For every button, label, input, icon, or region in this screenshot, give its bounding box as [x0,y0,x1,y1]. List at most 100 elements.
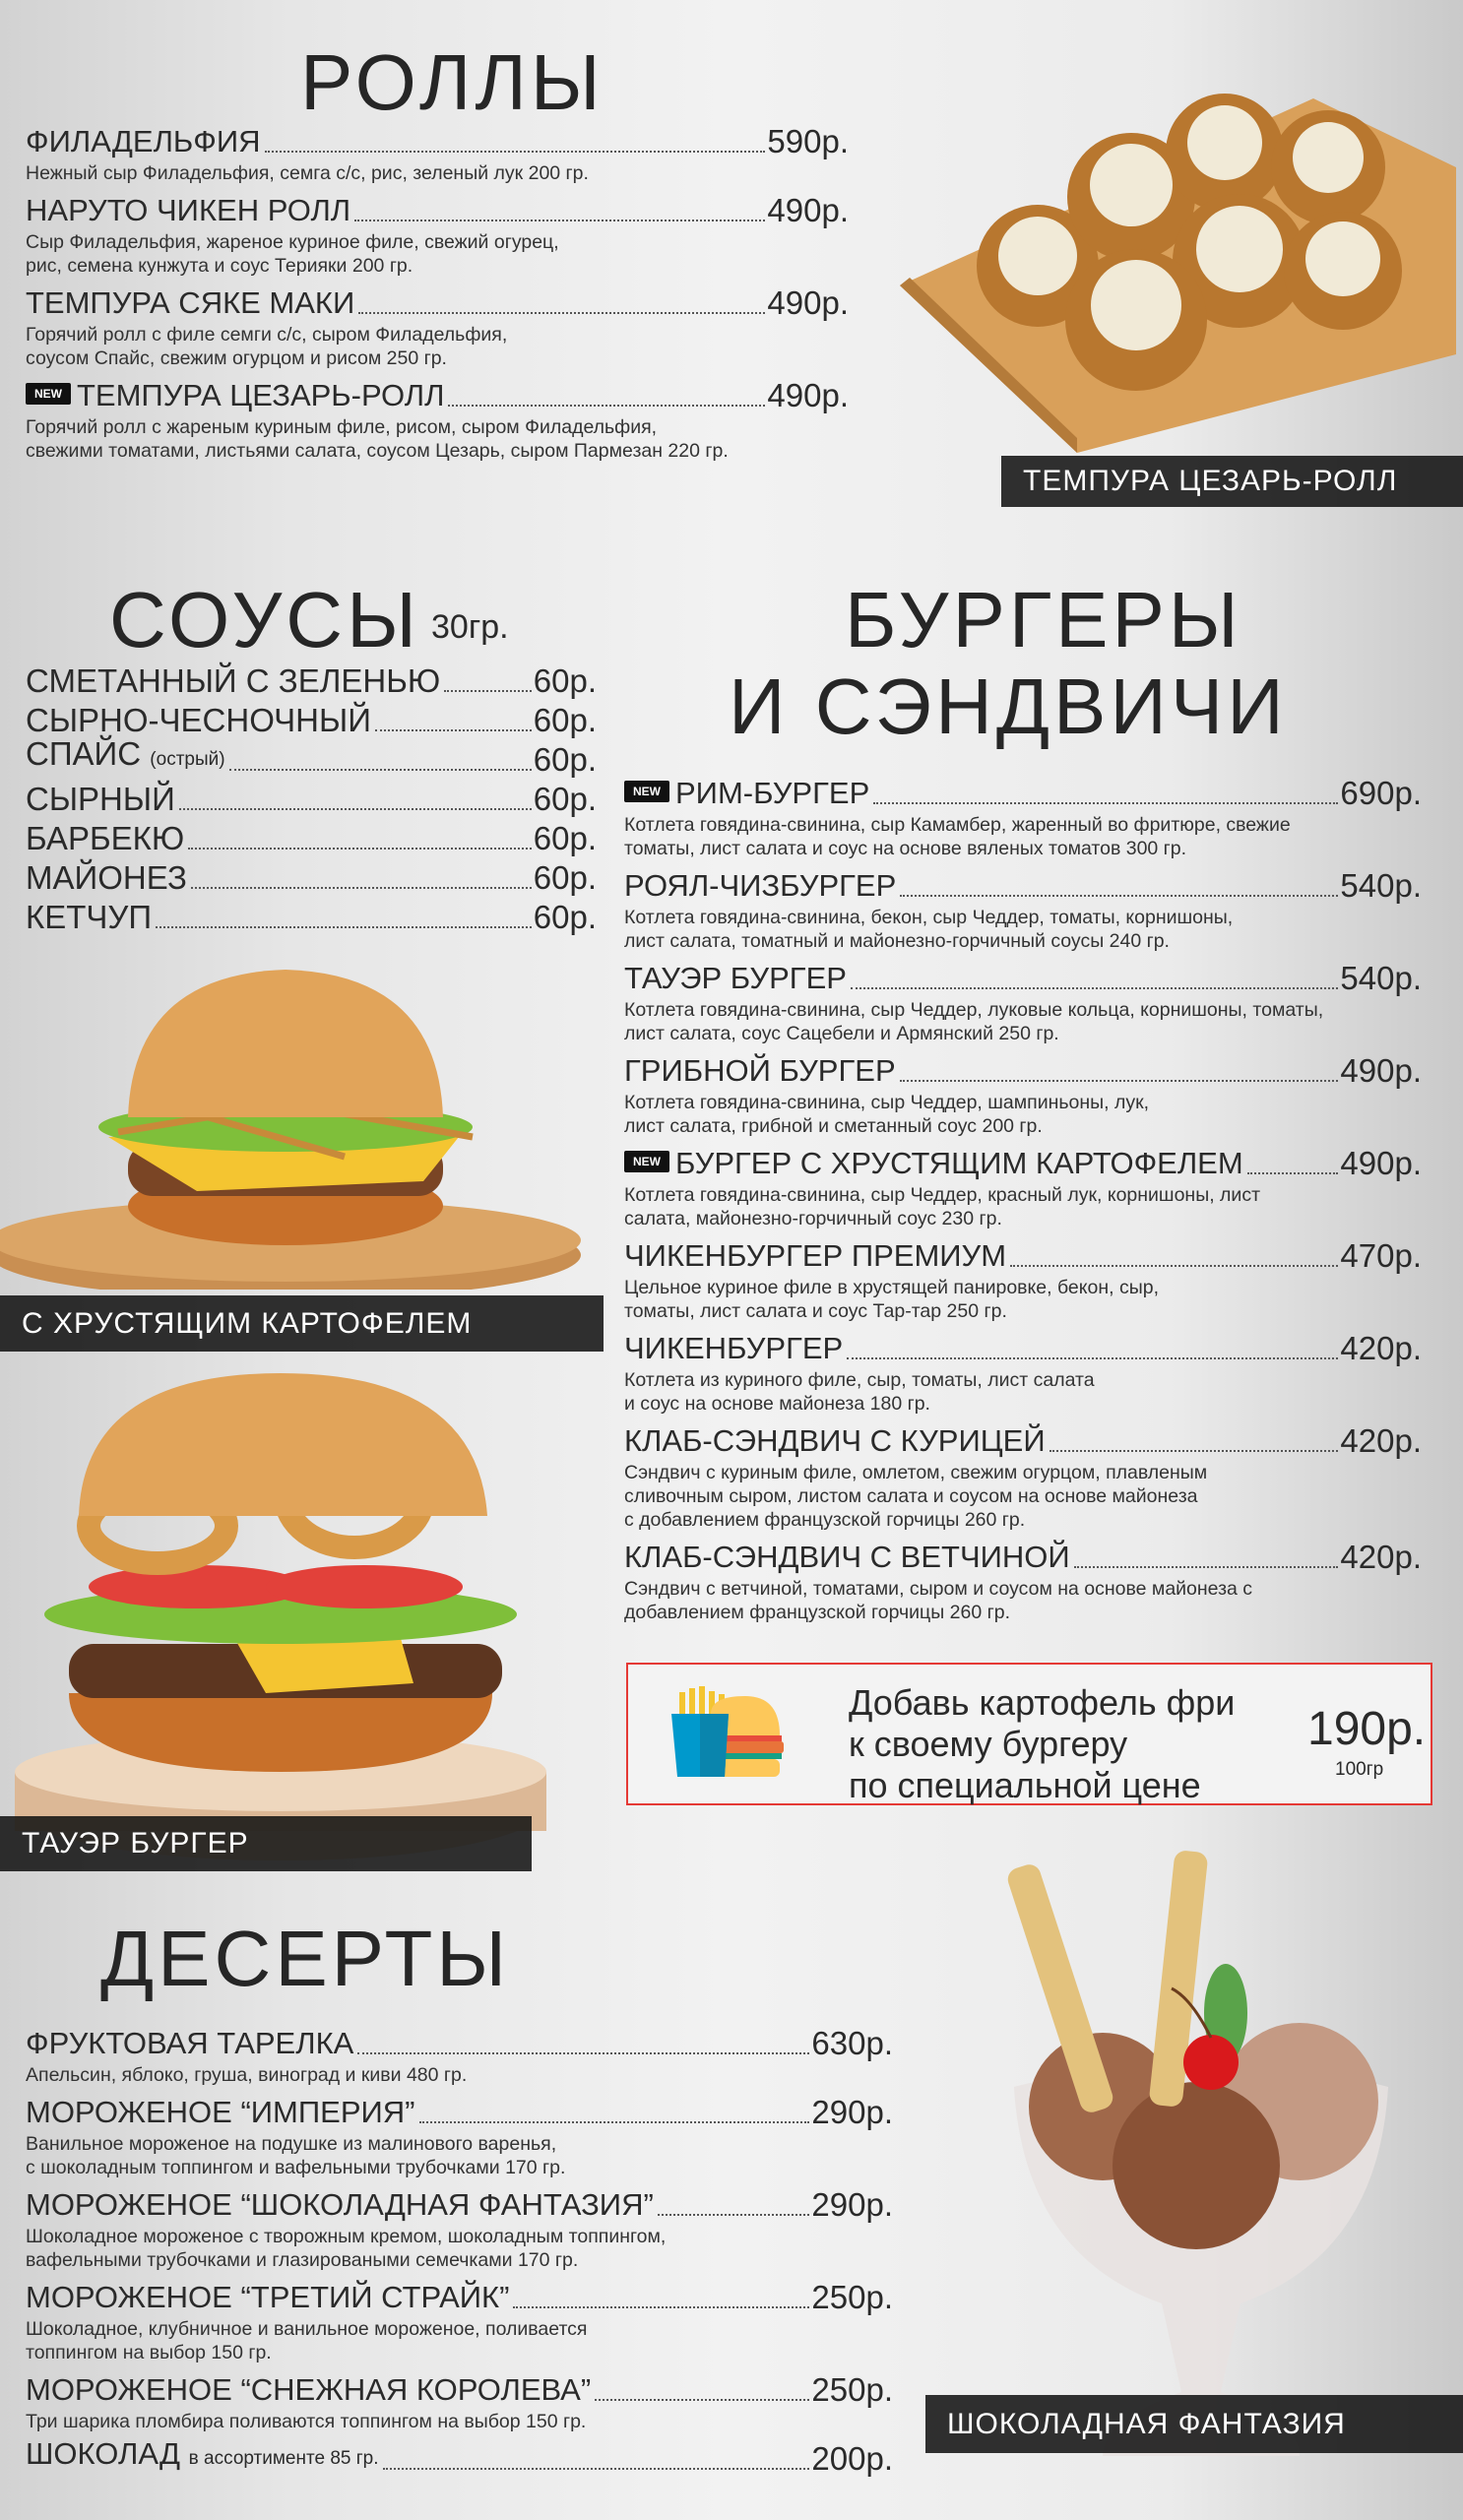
dot-leader [264,151,766,153]
menu-item: ЧИКЕНБУРГЕР ПРЕМИУМ 470р. Цельное куриное … [624,1236,1422,1323]
item-description: Котлета говядина-свинина, сыр Чеддер, лу… [624,999,1324,1044]
menu-item: КЛАБ-СЭНДВИЧ С КУРИЦЕЙ 420р. Сэндвич с кур… [624,1421,1422,1532]
item-price: 250р. [811,2279,893,2315]
item-description: Котлета из куриного филе, сыр, томаты, л… [624,1369,1095,1415]
dot-leader [595,2399,810,2401]
menu-item: СЫРНЫЙ 60р. [26,780,597,819]
item-name: КЛАБ-СЭНДВИЧ С ВЕТЧИНОЙ [624,1540,1070,1574]
desserts-list: ФРУКТОВАЯ ТАРЕЛКА 630р. Апельсин, яблоко, … [26,2024,893,2439]
item-price: 490р. [767,377,849,413]
item-price: 490р. [1340,1052,1422,1089]
item-name: КЕТЧУП [26,899,153,935]
menu-item: ТЕМПУРА СЯКЕ МАКИ 490р. Горячий ролл с фил… [26,284,849,370]
item-name: МОРОЖЕНОЕ “ТРЕТИЙ СТРАЙК” [26,2280,510,2314]
item-name: СЫРНЫЙ [26,781,175,817]
dot-leader [900,895,1339,897]
dessert-item-chocolate: ШОКОЛАД в ассортименте 85 гр. 200р. [26,2436,893,2479]
menu-item: ТАУЭР БУРГЕР 540р. Котлета говядина-свинин… [624,959,1422,1045]
menu-item: СЫРНО-ЧЕСНОЧНЫЙ 60р. [26,701,597,740]
menu-item: СМЕТАННЫЙ С ЗЕЛЕНЬЮ 60р. [26,662,597,701]
dot-leader [847,1357,1339,1359]
item-description: Нежный сыр Филадельфия, семга с/с, рис, … [26,162,589,184]
item-name: БУРГЕР С ХРУСТЯЩИМ КАРТОФЕЛЕМ [675,1146,1243,1180]
item-name: ФРУКТОВАЯ ТАРЕЛКА [26,2026,354,2060]
item-name: РОЯЛ-ЧИЗБУРГЕР [624,868,897,903]
item-price: 490р. [767,192,849,228]
sauces-weight: 30гр. [431,608,509,646]
rolls-image-caption: ТЕМПУРА ЦЕЗАРЬ-РОЛЛ [1001,456,1463,507]
dot-leader [228,769,532,771]
fries-burger-icon [671,1686,784,1777]
menu-item: МОРОЖЕНОЕ “ШОКОЛАДНАЯ ФАНТАЗИЯ” 290р. Шоко… [26,2185,893,2272]
item-price: 540р. [1340,960,1422,996]
menu-item: NEW ТЕМПУРА ЦЕЗАРЬ-РОЛЛ 490р. Горячий ролл … [26,376,849,463]
burgers-list: NEW РИМ-БУРГЕР 690р. Котлета говядина-свини… [624,774,1422,1630]
dot-leader [444,690,532,692]
ice-cream-caption: ШОКОЛАДНАЯ ФАНТАЗИЯ [925,2395,1463,2453]
item-price: 420р. [1340,1330,1422,1366]
new-badge: NEW [624,1150,669,1172]
menu-item: КЛАБ-СЭНДВИЧ С ВЕТЧИНОЙ 420р. Сэндвич с ве… [624,1538,1422,1624]
item-description: Цельное куриное филе в хрустящей паниров… [624,1277,1159,1322]
item-price: 490р. [1340,1145,1422,1181]
dot-leader [358,312,766,314]
item-name: РИМ-БУРГЕР [675,776,870,810]
item-description: Апельсин, яблоко, груша, виноград и киви… [26,2064,468,2086]
item-name: МОРОЖЕНОЕ “ШОКОЛАДНАЯ ФАНТАЗИЯ” [26,2187,654,2222]
item-name: ГРИБНОЙ БУРГЕР [624,1053,896,1088]
dot-leader [657,2214,810,2216]
desserts-title: ДЕСЕРТЫ [100,1915,511,2002]
dot-leader [178,808,532,810]
item-note: (острый) [150,749,225,770]
dot-leader [899,1080,1339,1082]
dot-leader [357,2052,810,2054]
item-price: 200р. [811,2440,893,2477]
item-price: 60р. [533,702,597,738]
promo-text: Добавь картофель фри к своему бургеру по… [849,1682,1236,1805]
dot-leader [873,802,1339,804]
item-name: ТЕМПУРА СЯКЕ МАКИ [26,285,355,320]
dot-leader [354,220,766,221]
item-name: БАРБЕКЮ [26,820,185,856]
menu-item: ФРУКТОВАЯ ТАРЕЛКА 630р. Апельсин, яблоко, … [26,2024,893,2087]
item-description: Шоколадное, клубничное и ванильное морож… [26,2318,588,2363]
menu-item: СПАЙС (острый) 60р. [26,735,597,780]
item-name: ТАУЭР БУРГЕР [624,961,847,995]
menu-item: ГРИБНОЙ БУРГЕР 490р. Котлета говядина-свин… [624,1051,1422,1138]
item-price: 490р. [767,284,849,321]
tower-burger-caption: ТАУЭР БУРГЕР [0,1816,532,1871]
menu-item: МОРОЖЕНОЕ “СНЕЖНАЯ КОРОЛЕВА” 250р. Три шар… [26,2370,893,2433]
dot-leader [850,987,1339,989]
promo-price: 190р. [1307,1703,1427,1755]
dot-leader [188,848,532,850]
menu-item: NEW РИМ-БУРГЕР 690р. Котлета говядина-свини… [624,774,1422,860]
item-price: 420р. [1340,1422,1422,1459]
item-price: 60р. [533,781,597,817]
menu-item: НАРУТО ЧИКЕН РОЛЛ 490р. Сыр Филадельфия, ж… [26,191,849,278]
item-name: МОРОЖЕНОЕ “ИМПЕРИЯ” [26,2095,415,2129]
item-price: 60р. [533,899,597,935]
new-badge: NEW [624,780,669,802]
item-description: Горячий ролл с филе семги с/с, сыром Фил… [26,324,508,369]
dot-leader [1049,1450,1339,1452]
dot-leader [374,729,532,731]
ice-cream-image [1007,1851,1388,2456]
item-name: СПАЙС [26,735,142,772]
item-price: 470р. [1340,1237,1422,1274]
item-price: 420р. [1340,1539,1422,1575]
roll-pieces [977,94,1402,391]
item-name: ШОКОЛАД [26,2436,181,2471]
item-description: Сыр Филадельфия, жареное куриное филе, с… [26,231,559,277]
burgers-title-line1: БУРГЕРЫ [845,576,1242,663]
item-name: НАРУТО ЧИКЕН РОЛЛ [26,193,351,227]
dot-leader [1246,1172,1339,1174]
item-name: ТЕМПУРА ЦЕЗАРЬ-РОЛЛ [77,378,445,412]
tower-burger-image [15,1373,546,1860]
rolls-title: РОЛЛЫ [300,38,604,126]
rolls-image [900,94,1456,453]
item-price: 60р. [533,741,597,778]
menu-item: NEW БУРГЕР С ХРУСТЯЩИМ КАРТОФЕЛЕМ 490р. Кот… [624,1144,1422,1230]
dot-leader [448,405,766,407]
item-name: ФИЛАДЕЛЬФИЯ [26,124,261,158]
